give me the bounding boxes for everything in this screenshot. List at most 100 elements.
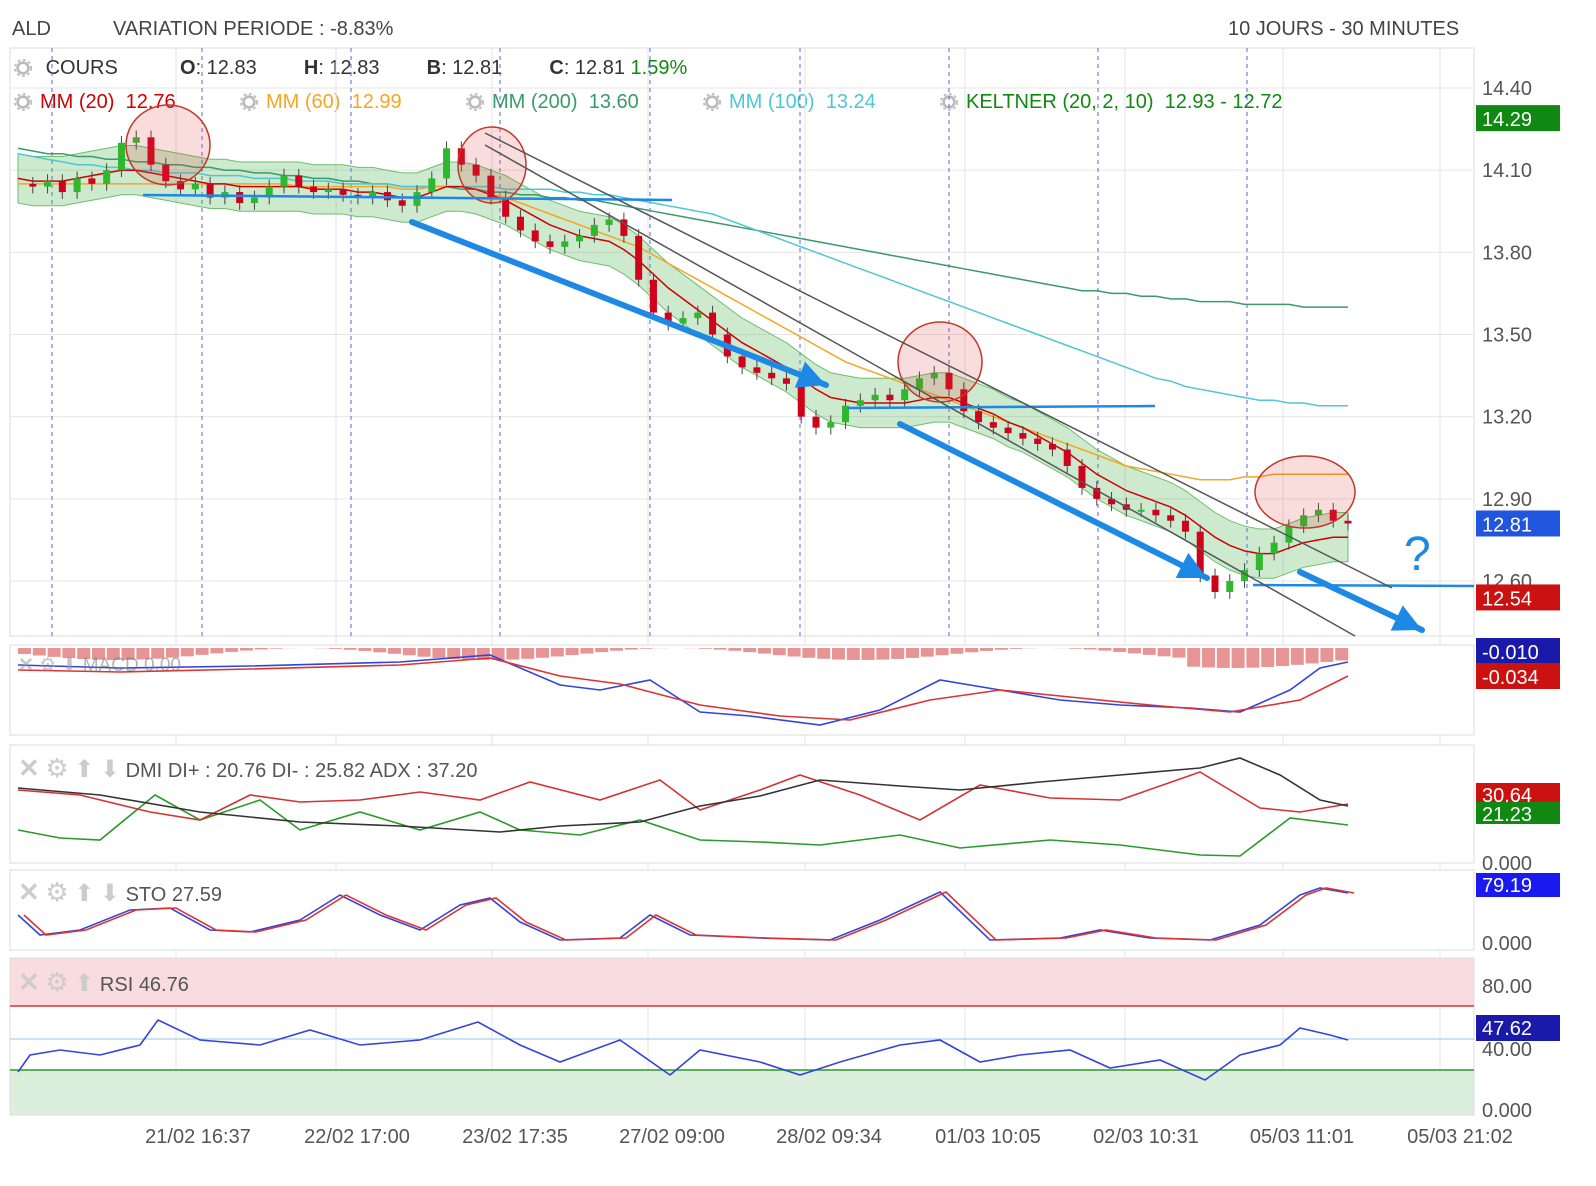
macd-label: MACD (82, 655, 139, 676)
price-badge (1476, 510, 1560, 537)
dmi-minus-line (17, 771, 1349, 821)
macd-histogram-bar (462, 648, 475, 660)
candle-body (103, 170, 111, 184)
open-value: : 12.83 (195, 57, 257, 79)
candle-body (413, 192, 421, 206)
macd-histogram-bar (77, 648, 91, 660)
macd-histogram-bar (861, 648, 875, 660)
macd-signal-line (17, 657, 1349, 721)
macd-histogram-bar (565, 648, 579, 656)
macd-histogram-bar (1083, 648, 1097, 650)
candle-body (1181, 520, 1189, 532)
close-icon[interactable]: ✕ (18, 967, 40, 997)
sto-label: STO (125, 884, 167, 906)
sto-value: 27.59 (171, 884, 222, 906)
sto-badge-text: 79.19 (1482, 875, 1532, 897)
high-value: : 12.83 (318, 57, 380, 79)
macd-histogram-bar (713, 648, 727, 650)
candle-body (679, 318, 687, 324)
gear-icon[interactable]: ⚙ (45, 877, 69, 907)
keltner-label: KELTNER (20, 2, 10) 12.93 - 12.72 (966, 91, 1283, 113)
highlight-circle (1254, 455, 1356, 529)
candle-body (265, 186, 273, 198)
candle-body (339, 189, 347, 195)
candle-body (29, 183, 37, 187)
highlight-circle (125, 104, 211, 186)
arrow-up-icon[interactable]: ⬆ (74, 756, 95, 783)
candle-body (768, 372, 776, 379)
dmi-header: ✕ ⚙ ⬆ ⬇ DMI DI+ : 20.76 DI- : 25.82 ADX … (18, 753, 477, 784)
candle-body (856, 400, 864, 406)
support-line (142, 193, 673, 202)
candle-body (1226, 581, 1234, 592)
trend-channel-line (484, 132, 1393, 589)
macd-histogram-bar (906, 648, 919, 658)
x-tick-label: 28/02 09:34 (776, 1126, 882, 1148)
ma20-legend: MM (20) 12.76 (14, 91, 176, 114)
candle-body (487, 175, 495, 198)
candle-body (1019, 433, 1027, 439)
macd-histogram-bar (254, 648, 268, 650)
gear-icon[interactable] (466, 93, 484, 111)
candle-body (664, 312, 672, 324)
macd-histogram-bar (195, 648, 209, 655)
dmi-adx-line (17, 757, 1349, 833)
macd-histogram-bar (106, 648, 120, 660)
keltner-legend: KELTNER (20, 2, 10) 12.93 - 12.72 (940, 91, 1282, 114)
rsi-value: 46.76 (138, 974, 189, 996)
ohlc-values: O: 12.83 H: 12.83 B: 12.81 C: 12.81 1.59… (180, 57, 687, 80)
candle-body (1034, 438, 1042, 445)
macd-histogram-bar (950, 648, 964, 654)
macd-badge-text: -0.034 (1482, 667, 1539, 689)
candle-body (250, 197, 258, 204)
macd-histogram-bar (1231, 648, 1245, 668)
rsi-panel (9, 957, 1475, 1116)
candle-body (117, 142, 125, 171)
candle-body (236, 192, 244, 204)
candle-body (812, 416, 820, 428)
gear-icon[interactable] (240, 93, 258, 111)
gear-icon[interactable] (703, 93, 721, 111)
ma60-legend: MM (60) 12.99 (240, 91, 402, 114)
candle-body (1093, 487, 1101, 499)
candle-body (428, 178, 436, 193)
macd-histogram-bar (447, 648, 461, 659)
macd-histogram-bar (595, 648, 609, 653)
candle-body (605, 219, 613, 225)
candle-body (1270, 542, 1278, 554)
macd-histogram-bar (1320, 648, 1334, 662)
trend-arrowhead (1390, 605, 1422, 631)
macd-histogram-bar (225, 648, 239, 652)
gear-icon[interactable] (14, 59, 32, 77)
period-variation: VARIATION PERIODE : -8.83% (113, 18, 394, 40)
close-icon[interactable]: ✕ (18, 753, 40, 783)
macd-histogram-bar (891, 648, 905, 659)
arrow-down-icon[interactable]: ⬇ (99, 880, 121, 907)
question-mark: ? (1404, 528, 1431, 581)
close-icon[interactable]: ✕ (18, 877, 40, 907)
macd-histogram-bar (1202, 648, 1215, 668)
arrow-up-icon[interactable]: ⬆ (74, 880, 95, 907)
gear-icon[interactable]: ⚙ (45, 753, 69, 783)
gear-icon[interactable]: ⚙ (39, 655, 57, 676)
macd-badge (1476, 663, 1560, 689)
macd-histogram-bar (846, 648, 860, 660)
gear-icon[interactable]: ⚙ (45, 967, 69, 997)
macd-badge-text: -0.010 (1482, 642, 1539, 664)
rsi-line (17, 1018, 1349, 1081)
arrow-down-icon[interactable]: ⬇ (99, 756, 121, 783)
macd-histogram-bar (166, 648, 179, 658)
candle-body (620, 219, 628, 236)
close-icon[interactable]: ✕ (18, 655, 34, 676)
arrow-up-icon[interactable]: ⬆ (74, 970, 95, 997)
low-value: : 12.81 (441, 57, 503, 79)
rsi-axis-label: 80.00 (1482, 976, 1532, 998)
period-selector[interactable]: 10 JOURS - 30 MINUTES (1228, 18, 1460, 40)
candle-body (738, 356, 746, 368)
macd-histogram-bar (994, 648, 1008, 650)
macd-histogram-bar (698, 648, 712, 649)
sto-d-line (23, 887, 1355, 941)
arrow-down-icon[interactable]: ⬇ (61, 655, 78, 676)
gear-icon[interactable] (14, 93, 32, 111)
